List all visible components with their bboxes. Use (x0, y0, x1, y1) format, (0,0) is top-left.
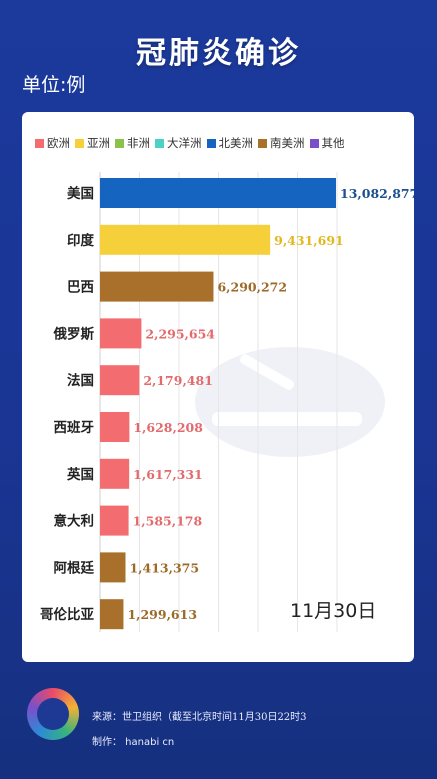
value-label: 1,585,178 (133, 514, 203, 529)
chart-card: 欧洲 亚洲 非洲 大洋洲 北美洲 南美洲 其他 美国 13,082,877 印度 9,… (22, 112, 414, 662)
legend-label: 其他 (321, 136, 345, 150)
watermark-icon (195, 347, 385, 457)
unit-label: 单位:例 (22, 74, 86, 96)
legend-swatch (75, 138, 84, 148)
category-label: 阿根廷 (54, 559, 95, 576)
logo-icon (27, 688, 79, 740)
category-label: 哥伦比亚 (40, 606, 94, 623)
date-label: 11月30日 (290, 600, 377, 622)
source-text: 来源：世卫组织（截至北京时间11月30日22时3 (92, 712, 307, 723)
bar[interactable] (100, 599, 124, 630)
legend: 欧洲 亚洲 非洲 大洋洲 北美洲 南美洲 其他 (35, 133, 407, 153)
value-label: 6,290,272 (217, 280, 287, 295)
category-label: 英国 (66, 466, 94, 483)
value-label: 1,628,208 (133, 420, 203, 435)
legend-swatch (309, 138, 319, 148)
legend-item-oceania[interactable]: 大洋洲 (155, 135, 202, 151)
bar[interactable] (100, 365, 140, 396)
legend-label: 北美洲 (218, 136, 254, 150)
bar[interactable] (100, 458, 130, 489)
value-label: 1,617,331 (133, 467, 203, 482)
category-label: 俄罗斯 (53, 325, 95, 342)
legend-item-asia[interactable]: 亚洲 (75, 135, 110, 151)
bar[interactable] (100, 224, 271, 255)
maker-text: 制作： hanabi cn (92, 737, 175, 748)
legend-label: 大洋洲 (167, 136, 202, 150)
legend-item-north-america[interactable]: 北美洲 (206, 135, 254, 151)
legend-item-africa[interactable]: 非洲 (115, 135, 150, 151)
value-label: 13,082,877 (340, 186, 414, 201)
category-label: 西班牙 (54, 419, 95, 436)
legend-label: 亚洲 (87, 136, 110, 150)
bar[interactable] (100, 178, 336, 208)
value-label: 1,413,375 (129, 560, 199, 575)
category-label: 美国 (67, 185, 94, 202)
bar[interactable] (100, 552, 126, 583)
bar[interactable] (100, 318, 142, 349)
legend-swatch (258, 138, 267, 148)
legend-label: 南美洲 (270, 136, 305, 150)
legend-item-other[interactable]: 其他 (309, 135, 345, 151)
legend-swatch (115, 138, 124, 148)
value-label: 9,431,691 (274, 233, 344, 248)
page-title: 冠肺炎确诊 (136, 36, 301, 71)
value-label: 2,295,654 (145, 326, 215, 341)
category-label: 印度 (67, 232, 94, 249)
legend-item-south-america[interactable]: 南美洲 (258, 135, 305, 151)
legend-item-europe[interactable]: 欧洲 (35, 135, 70, 151)
legend-label: 欧洲 (47, 136, 70, 150)
bar[interactable] (100, 505, 129, 536)
category-label: 法国 (67, 372, 94, 389)
bar[interactable] (100, 412, 130, 442)
value-label: 1,299,613 (127, 607, 197, 622)
bar[interactable] (100, 271, 214, 302)
category-label: 意大利 (54, 513, 95, 530)
category-label: 巴西 (67, 280, 94, 296)
legend-swatch (35, 138, 44, 148)
legend-swatch (206, 138, 216, 148)
bar-chart: 美国 13,082,877 印度 9,431,691 巴西 6,290,272 俄罗斯 2,2… (40, 172, 414, 632)
legend-label: 非洲 (127, 136, 150, 150)
value-label: 2,179,481 (143, 373, 213, 388)
legend-swatch (155, 138, 164, 148)
